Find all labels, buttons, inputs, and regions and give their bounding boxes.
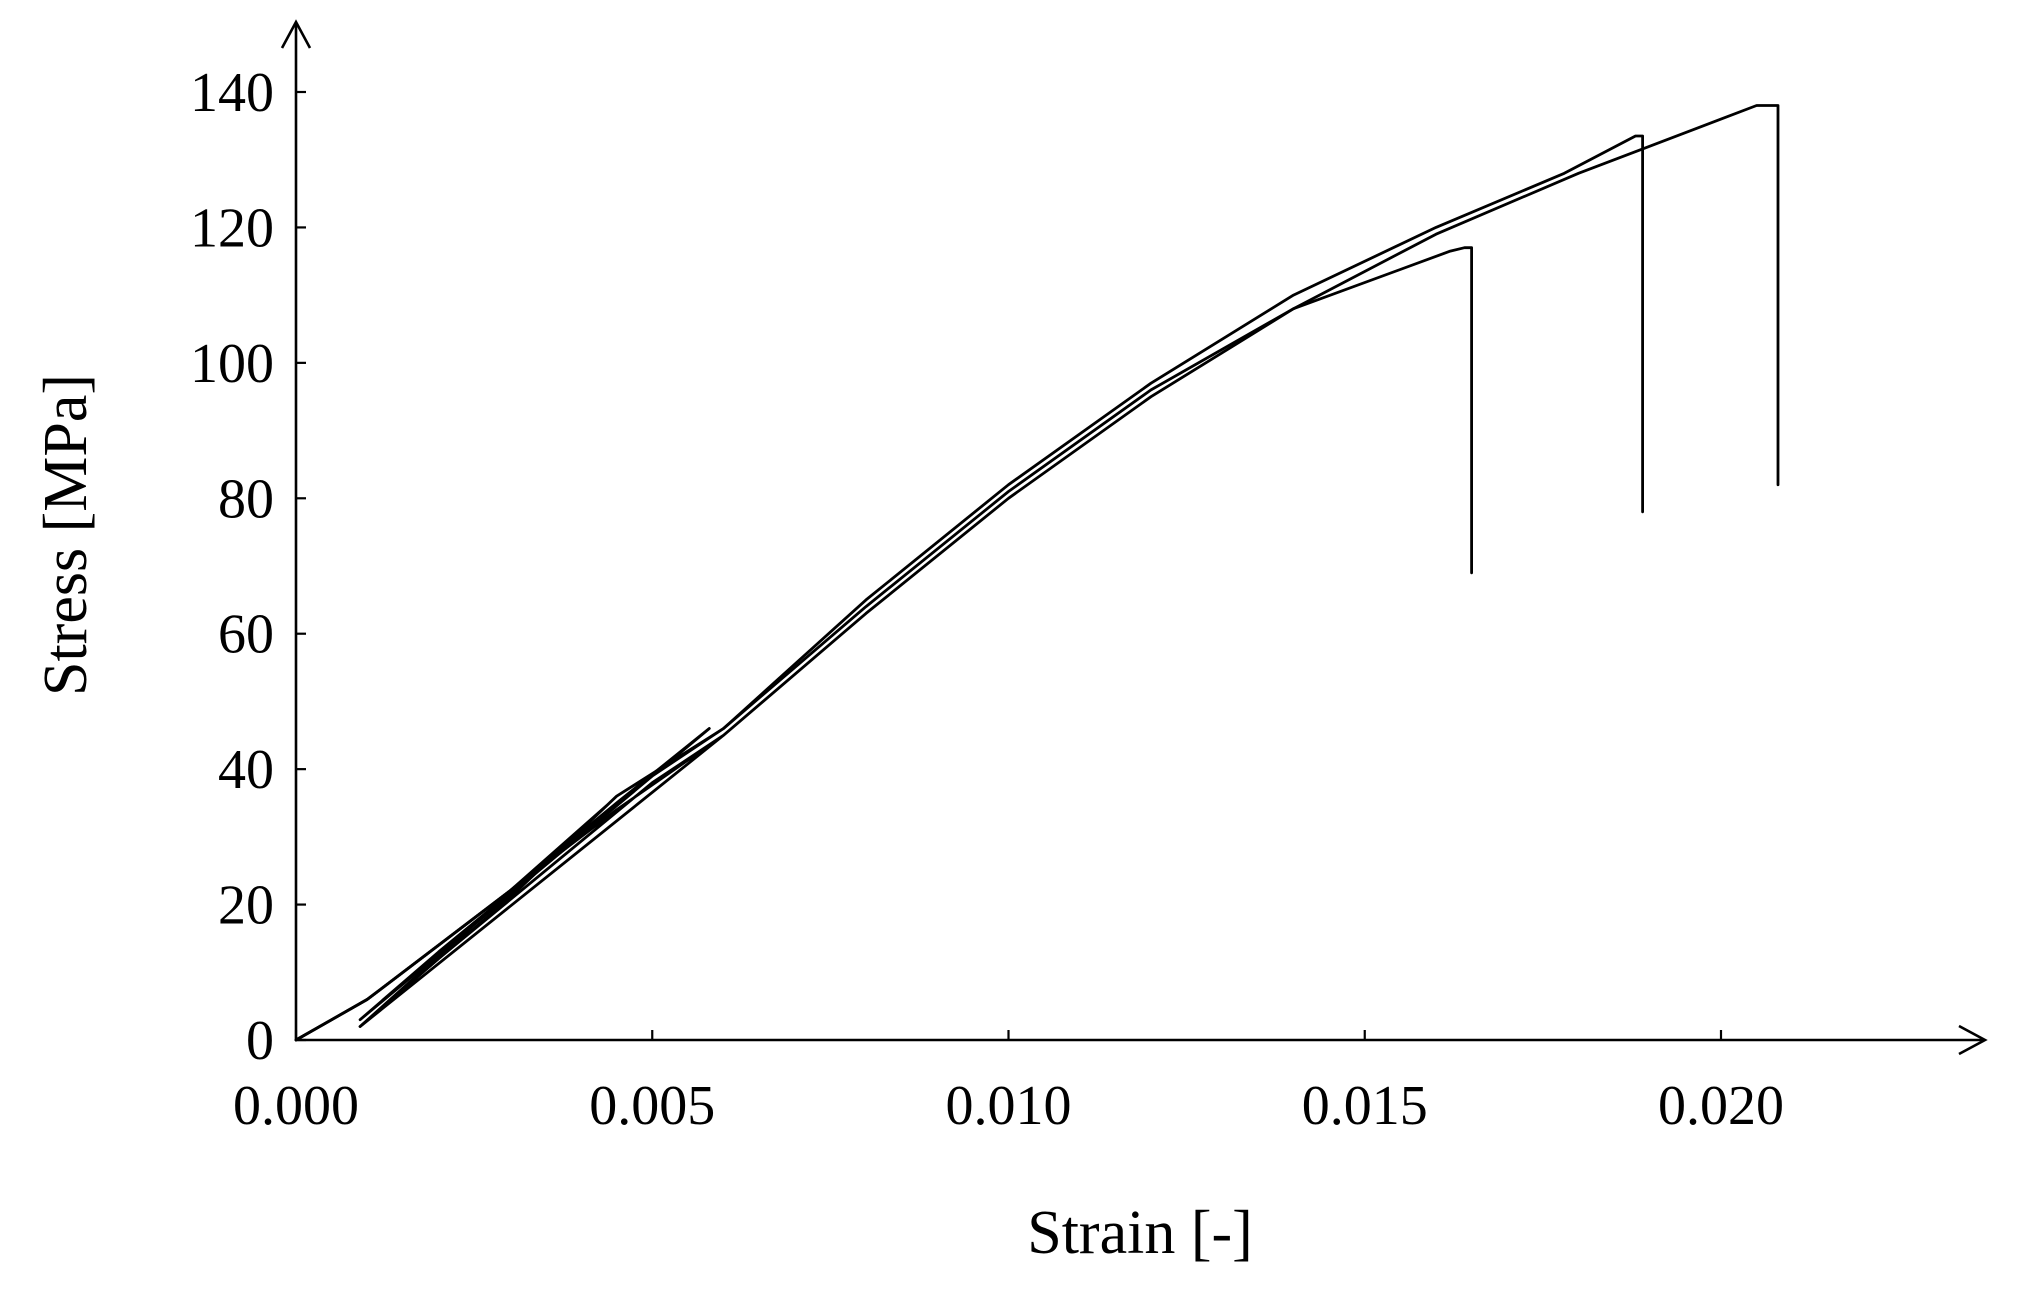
x-ticks: 0.000 0.005 0.010 0.015 0.020	[233, 1030, 1784, 1137]
y-ticks: 0 20 40 60 80 100 120 140	[190, 62, 306, 1072]
x-axis-title: Strain [-]	[1027, 1199, 1253, 1267]
x-tick-label: 0.020	[1658, 1075, 1784, 1137]
x-tick-label: 0.015	[1302, 1075, 1428, 1137]
y-tick-label: 100	[190, 333, 274, 395]
x-axis-arrowhead	[1958, 1024, 1988, 1056]
y-tick-label: 60	[218, 604, 274, 666]
y-tick-label: 40	[218, 739, 274, 801]
y-tick-label: 120	[190, 197, 274, 259]
y-axis-title: Stress [MPa]	[32, 374, 100, 696]
series-line-3	[294, 104, 1780, 1042]
x-tick-label: 0.005	[589, 1075, 715, 1137]
x-tick-label: 0.000	[233, 1075, 359, 1137]
x-tick-label: 0.010	[946, 1075, 1072, 1137]
y-axis-arrowhead	[280, 19, 312, 49]
y-tick-label: 140	[190, 62, 274, 124]
y-tick-label: 20	[218, 875, 274, 937]
series-line-2	[294, 134, 1644, 1042]
series-layer	[294, 104, 1780, 1042]
y-tick-label: 0	[246, 1010, 274, 1072]
y-tick-label: 80	[218, 468, 274, 530]
